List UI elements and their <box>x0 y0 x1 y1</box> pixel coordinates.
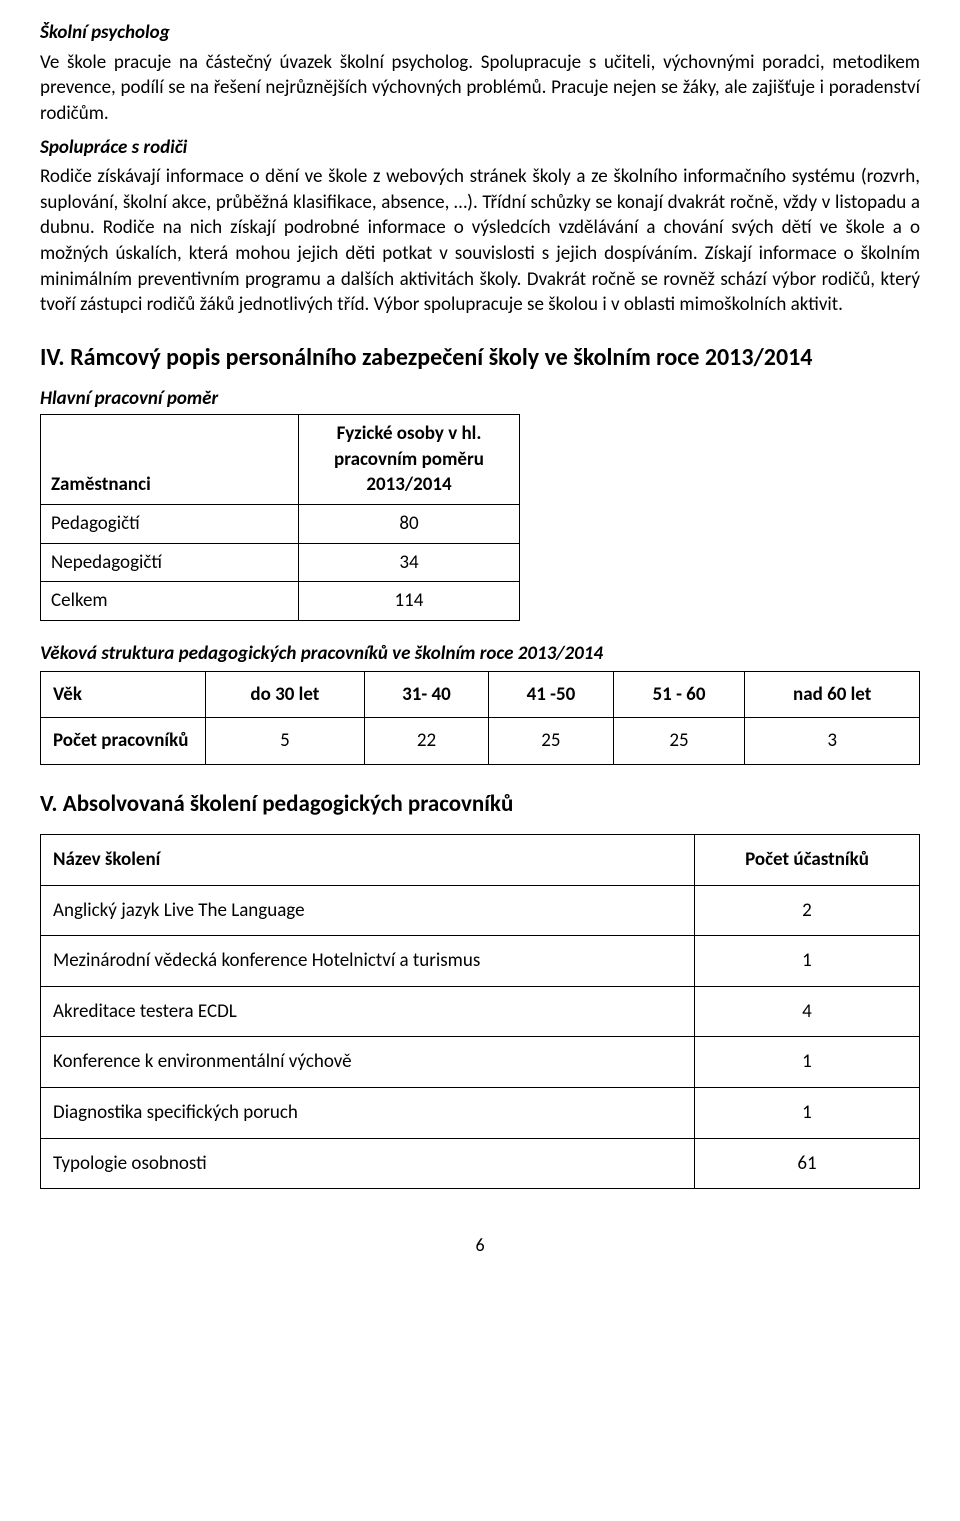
col-header: nad 60 let <box>745 671 920 718</box>
table-row: Pedagogičtí 80 <box>41 505 520 544</box>
heading-age-structure: Věková struktura pedagogických pracovník… <box>40 641 920 667</box>
table-row: Diagnostika specifických poruch 1 <box>41 1088 920 1139</box>
row-label-age: Věk <box>41 671 206 718</box>
table-row: Akreditace testera ECDL 4 <box>41 986 920 1037</box>
col-header-employee: Zaměstnanci <box>41 415 299 505</box>
table-employees: Zaměstnanci Fyzické osoby v hl. pracovní… <box>40 414 520 621</box>
paragraph-skolni-psycholog: Ve škole pracuje na částečný úvazek škol… <box>40 50 920 127</box>
cell-value: 114 <box>299 582 520 621</box>
table-row: Název školení Počet účastníků <box>41 834 920 885</box>
cell-value: 3 <box>745 718 920 765</box>
col-header: do 30 let <box>206 671 365 718</box>
table-row: Anglický jazyk Live The Language 2 <box>41 885 920 936</box>
table-row: Zaměstnanci Fyzické osoby v hl. pracovní… <box>41 415 520 505</box>
table-row: Věk do 30 let 31- 40 41 -50 51 - 60 nad … <box>41 671 920 718</box>
cell-count: 2 <box>695 885 920 936</box>
cell-value: 22 <box>364 718 488 765</box>
cell-count: 61 <box>695 1138 920 1189</box>
cell-name: Typologie osobnosti <box>41 1138 695 1189</box>
table-row: Mezinárodní vědecká konference Hotelnict… <box>41 936 920 987</box>
heading-v: V. Absolvovaná školení pedagogických pra… <box>40 789 920 820</box>
row-label-count: Počet pracovníků <box>41 718 206 765</box>
col-header: 31- 40 <box>364 671 488 718</box>
col-header-count: Fyzické osoby v hl. pracovním poměru 201… <box>299 415 520 505</box>
cell-label: Celkem <box>41 582 299 621</box>
table-row: Typologie osobnosti 61 <box>41 1138 920 1189</box>
cell-name: Diagnostika specifických poruch <box>41 1088 695 1139</box>
cell-count: 1 <box>695 1037 920 1088</box>
col-header-name: Název školení <box>41 834 695 885</box>
cell-count: 1 <box>695 1088 920 1139</box>
table-row: Celkem 114 <box>41 582 520 621</box>
paragraph-spoluprace-rodice: Rodiče získávají informace o dění ve ško… <box>40 164 920 318</box>
document-page: Školní psycholog Ve škole pracuje na čás… <box>0 0 960 1298</box>
cell-value: 25 <box>489 718 613 765</box>
table-trainings: Název školení Počet účastníků Anglický j… <box>40 834 920 1189</box>
col-header: 41 -50 <box>489 671 613 718</box>
cell-name: Mezinárodní vědecká konference Hotelnict… <box>41 936 695 987</box>
subheading-hlavni-pomer: Hlavní pracovní poměr <box>40 386 920 412</box>
heading-iv: IV. Rámcový popis personálního zabezpeče… <box>40 342 920 374</box>
heading-skolni-psycholog: Školní psycholog <box>40 20 920 46</box>
table-row: Konference k environmentální výchově 1 <box>41 1037 920 1088</box>
cell-label: Nepedagogičtí <box>41 543 299 582</box>
table-age-structure: Věk do 30 let 31- 40 41 -50 51 - 60 nad … <box>40 671 920 765</box>
cell-value: 5 <box>206 718 365 765</box>
cell-label: Pedagogičtí <box>41 505 299 544</box>
page-number: 6 <box>40 1233 920 1257</box>
cell-count: 1 <box>695 936 920 987</box>
col-header-count: Počet účastníků <box>695 834 920 885</box>
cell-name: Konference k environmentální výchově <box>41 1037 695 1088</box>
cell-value: 80 <box>299 505 520 544</box>
cell-value: 25 <box>613 718 745 765</box>
cell-name: Anglický jazyk Live The Language <box>41 885 695 936</box>
table-row: Počet pracovníků 5 22 25 25 3 <box>41 718 920 765</box>
col-header: 51 - 60 <box>613 671 745 718</box>
cell-value: 34 <box>299 543 520 582</box>
cell-name: Akreditace testera ECDL <box>41 986 695 1037</box>
heading-spoluprace-rodice: Spolupráce s rodiči <box>40 135 920 161</box>
cell-count: 4 <box>695 986 920 1037</box>
table-row: Nepedagogičtí 34 <box>41 543 520 582</box>
